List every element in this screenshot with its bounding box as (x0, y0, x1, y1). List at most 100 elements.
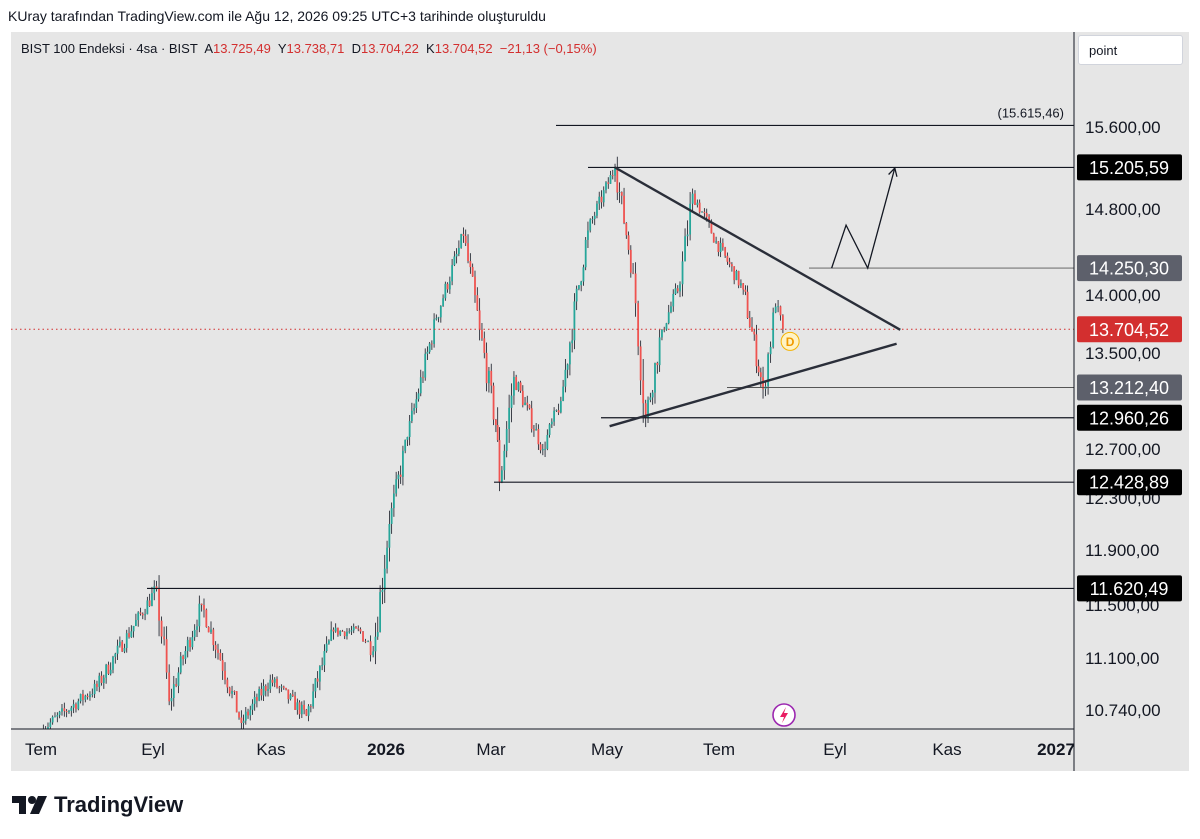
candle-body (63, 708, 66, 712)
candle-body (649, 397, 652, 400)
candle-body (332, 629, 335, 632)
candle-body (249, 709, 252, 716)
candle-body (437, 317, 440, 319)
candle-body (596, 203, 598, 216)
candle-body (672, 293, 675, 307)
candle-body (498, 440, 501, 483)
candle-body (280, 686, 283, 688)
candle-body (226, 679, 229, 688)
candle-body (515, 377, 518, 390)
candle-body (728, 261, 731, 265)
candle-body (753, 331, 756, 335)
candle-body (121, 641, 124, 652)
candle-body (488, 370, 490, 384)
candle-body (494, 419, 497, 425)
candle-body (639, 346, 642, 381)
candle-body (238, 712, 240, 718)
candle-body (348, 631, 351, 633)
candle-body (390, 508, 393, 524)
candle-body (757, 366, 760, 373)
candle-body (464, 235, 467, 244)
candle-body (462, 234, 465, 236)
candle-body (278, 687, 281, 689)
y-tick-label: 13.500,00 (1085, 344, 1161, 363)
level-price-tag (1077, 575, 1182, 602)
candle-body (251, 703, 254, 710)
level-price-labels: (15.615,46) 15.205,59 14.250,30 13.212,40 12… (998, 105, 1182, 602)
candle-body (501, 470, 503, 483)
candle-body (130, 631, 133, 638)
candle-body (84, 695, 87, 700)
low-value: 13.704,22 (360, 41, 419, 56)
candle-body (658, 337, 661, 366)
candle-body (362, 631, 364, 642)
x-tick-label: 2027 (1037, 740, 1075, 759)
candle-body (539, 444, 542, 451)
chart-panel[interactable]: D 15.600,00 14.800,00 14.000,00 13.500,00 12.… (11, 32, 1189, 771)
candle-body (93, 683, 96, 695)
candle-body (533, 428, 535, 431)
point-input[interactable]: point (1078, 35, 1183, 65)
candle-body (186, 639, 189, 651)
candle-body (455, 253, 458, 257)
candle-body (86, 695, 89, 698)
candle-body (231, 691, 233, 694)
candle-body (369, 641, 372, 656)
candle-body (513, 377, 515, 396)
tradingview-logo[interactable]: TradingView (12, 792, 183, 818)
candle-body (485, 352, 488, 384)
candle-body (415, 399, 418, 408)
candle-body (132, 625, 135, 632)
lightning-icon-bolt (780, 707, 788, 723)
candle-body (413, 407, 416, 411)
candle-body (112, 656, 114, 670)
x-tick-label: May (591, 740, 624, 759)
candle-body (379, 592, 382, 632)
candle-body (503, 450, 506, 471)
candle-body (298, 702, 301, 715)
candle-body (580, 281, 583, 286)
candle-body (575, 288, 578, 302)
candle-body (665, 323, 668, 330)
candle-body (253, 697, 256, 704)
candle-body (430, 343, 433, 345)
candle-body (45, 731, 47, 736)
dividend-marker-label: D (786, 335, 795, 349)
x-tick-label: Tem (25, 740, 57, 759)
candle-body (51, 716, 54, 723)
candle-body (102, 677, 105, 683)
candle-body (372, 651, 375, 656)
candle-body (260, 688, 263, 696)
candle-body (696, 202, 699, 206)
level-price-tag (1077, 469, 1182, 496)
candle-body (620, 192, 623, 196)
candle-body (210, 629, 212, 633)
candle-body (589, 219, 592, 231)
candle-body (72, 704, 75, 708)
candle-body (258, 688, 261, 701)
close-value: 13.704,52 (434, 41, 493, 56)
candle-body (233, 691, 236, 692)
level-price-tag-text: 12.960,26 (1089, 408, 1169, 428)
candle-body (68, 710, 70, 713)
candle-body (474, 276, 476, 296)
tradingview-logo-icon (12, 796, 47, 814)
candle-body (647, 399, 649, 418)
candle-body (410, 410, 413, 422)
candle-body (698, 202, 701, 213)
candle-body (505, 429, 508, 451)
candle-body (100, 675, 103, 683)
candle-body (777, 306, 779, 308)
candles (42, 156, 784, 736)
candle-body (654, 363, 656, 393)
candle-body (632, 272, 634, 274)
candle-body (381, 590, 384, 593)
candle-body (460, 234, 463, 248)
candle-body (684, 236, 686, 262)
price-chart-svg[interactable]: D 15.600,00 14.800,00 14.000,00 13.500,00 12.… (11, 32, 1189, 771)
candle-body (492, 385, 495, 420)
candle-body (591, 218, 594, 220)
chart-caption: KUray tarafından TradingView.com ile Ağu… (8, 8, 546, 24)
candle-body (667, 312, 670, 324)
candle-body (593, 215, 596, 219)
